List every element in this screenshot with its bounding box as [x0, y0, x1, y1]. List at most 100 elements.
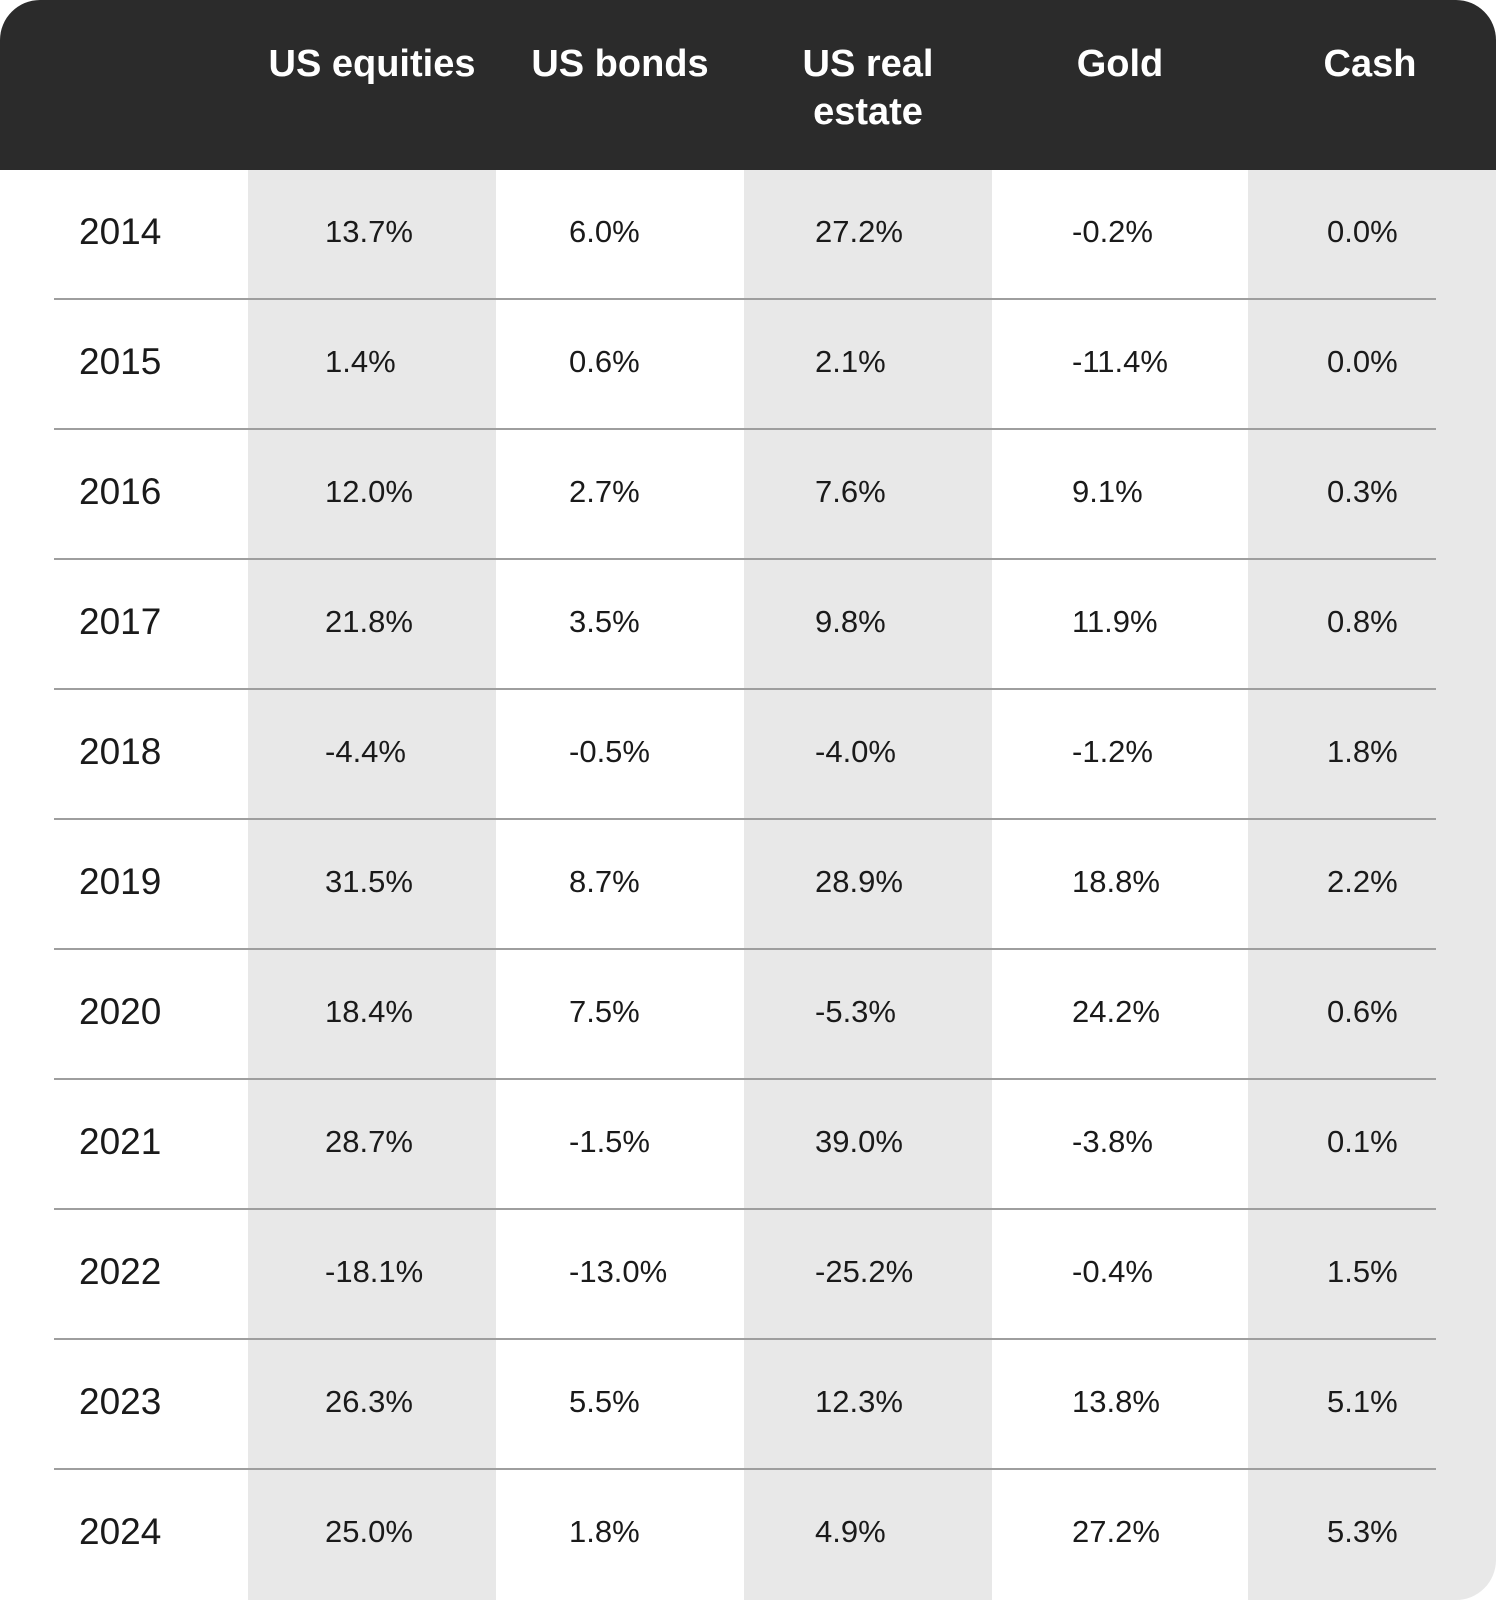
- row-year-label: 2024: [79, 1511, 162, 1552]
- row-divider: [54, 298, 1436, 300]
- table-row: 2016 12.0% 2.7% 7.6% 9.1% 0.3%: [0, 430, 1496, 560]
- cell-us_equities: -4.4%: [325, 734, 406, 769]
- cell-cash: 5.3%: [1327, 1514, 1398, 1549]
- cell-us_real_estate: 2.1%: [815, 344, 886, 379]
- cell-us_equities: 25.0%: [325, 1514, 413, 1549]
- row-divider: [54, 428, 1436, 430]
- row-divider: [54, 1468, 1436, 1470]
- row-divider: [54, 558, 1436, 560]
- cell-gold: 27.2%: [1072, 1514, 1160, 1549]
- cell-us_bonds: -0.5%: [569, 734, 650, 769]
- cell-us_real_estate: 27.2%: [815, 214, 903, 249]
- table-row: 2020 18.4% 7.5% -5.3% 24.2% 0.6%: [0, 950, 1496, 1080]
- row-year-label: 2023: [79, 1381, 162, 1422]
- table-row: 2019 31.5% 8.7% 28.9% 18.8% 2.2%: [0, 820, 1496, 950]
- table-row: 2014 13.7% 6.0% 27.2% -0.2% 0.0%: [0, 170, 1496, 300]
- cell-cash: 2.2%: [1327, 864, 1398, 899]
- cell-cash: 1.8%: [1327, 734, 1398, 769]
- cell-us_bonds: 1.8%: [569, 1514, 640, 1549]
- row-year-label: 2016: [79, 471, 162, 512]
- row-year-label: 2022: [79, 1251, 162, 1292]
- table-row: 2018 -4.4% -0.5% -4.0% -1.2% 1.8%: [0, 690, 1496, 820]
- column-header-us_bonds: US bonds: [531, 43, 709, 85]
- cell-cash: 0.3%: [1327, 474, 1398, 509]
- row-year-label: 2021: [79, 1121, 162, 1162]
- cell-us_equities: 31.5%: [325, 864, 413, 899]
- cell-gold: -0.4%: [1072, 1254, 1153, 1289]
- cell-us_bonds: 7.5%: [569, 994, 640, 1029]
- table-row: 2024 25.0% 1.8% 4.9% 27.2% 5.3%: [0, 1470, 1496, 1600]
- cell-us_equities: 13.7%: [325, 214, 413, 249]
- cell-us_real_estate: 9.8%: [815, 604, 886, 639]
- cell-gold: -0.2%: [1072, 214, 1153, 249]
- cell-us_equities: -18.1%: [325, 1254, 424, 1289]
- cell-us_equities: 28.7%: [325, 1124, 413, 1159]
- row-divider: [54, 818, 1436, 820]
- row-year-label: 2014: [79, 211, 162, 252]
- cell-gold: -11.4%: [1072, 344, 1168, 379]
- cell-us_real_estate: -5.3%: [815, 994, 896, 1029]
- row-divider: [54, 688, 1436, 690]
- cell-us_real_estate: 28.9%: [815, 864, 903, 899]
- cell-us_bonds: 6.0%: [569, 214, 640, 249]
- row-divider: [54, 948, 1436, 950]
- cell-gold: -1.2%: [1072, 734, 1153, 769]
- cell-us_equities: 18.4%: [325, 994, 413, 1029]
- column-band-us_real_estate: [744, 170, 992, 1600]
- cell-us_bonds: -13.0%: [569, 1254, 668, 1289]
- column-header-cash: Cash: [1323, 43, 1417, 85]
- table-row: 2015 1.4% 0.6% 2.1% -11.4% 0.0%: [0, 300, 1496, 430]
- cell-us_real_estate: -25.2%: [815, 1254, 914, 1289]
- row-year-label: 2020: [79, 991, 162, 1032]
- column-band-us_equities: [248, 170, 496, 1600]
- cell-us_bonds: 5.5%: [569, 1384, 640, 1419]
- cell-cash: 0.0%: [1327, 214, 1398, 249]
- cell-us_bonds: 0.6%: [569, 344, 640, 379]
- column-header-us_equities: US equities: [268, 43, 476, 85]
- cell-us_equities: 21.8%: [325, 604, 413, 639]
- cell-us_real_estate: 12.3%: [815, 1384, 903, 1419]
- table-header: US equities US bonds US real estate Gold Cas…: [0, 0, 1496, 170]
- cell-us_bonds: 8.7%: [569, 864, 640, 899]
- table-row: 2021 28.7% -1.5% 39.0% -3.8% 0.1%: [0, 1080, 1496, 1210]
- cell-us_bonds: 2.7%: [569, 474, 640, 509]
- row-year-label: 2018: [79, 731, 162, 772]
- row-divider: [54, 1338, 1436, 1340]
- cell-gold: -3.8%: [1072, 1124, 1153, 1159]
- cell-us_equities: 12.0%: [325, 474, 413, 509]
- table-row: 2023 26.3% 5.5% 12.3% 13.8% 5.1%: [0, 1340, 1496, 1470]
- cell-us_equities: 1.4%: [325, 344, 396, 379]
- cell-us_bonds: 3.5%: [569, 604, 640, 639]
- row-divider: [54, 1078, 1436, 1080]
- cell-gold: 24.2%: [1072, 994, 1160, 1029]
- table-row: 2017 21.8% 3.5% 9.8% 11.9% 0.8%: [0, 560, 1496, 690]
- cell-gold: 13.8%: [1072, 1384, 1160, 1419]
- column-header-gold: Gold: [1076, 43, 1164, 85]
- column-band-gold: [992, 170, 1248, 1600]
- row-year-label: 2019: [79, 861, 162, 902]
- cell-gold: 9.1%: [1072, 474, 1143, 509]
- cell-cash: 1.5%: [1327, 1254, 1398, 1289]
- cell-us_real_estate: 39.0%: [815, 1124, 903, 1159]
- cell-cash: 0.0%: [1327, 344, 1398, 379]
- cell-us_real_estate: 7.6%: [815, 474, 886, 509]
- cell-cash: 0.1%: [1327, 1124, 1398, 1159]
- cell-cash: 5.1%: [1327, 1384, 1398, 1419]
- column-bands: [0, 170, 1496, 1600]
- cell-us_bonds: -1.5%: [569, 1124, 650, 1159]
- cell-us_equities: 26.3%: [325, 1384, 413, 1419]
- cell-cash: 0.8%: [1327, 604, 1398, 639]
- cell-us_real_estate: 4.9%: [815, 1514, 886, 1549]
- row-year-label: 2015: [79, 341, 162, 382]
- row-year-label: 2017: [79, 601, 162, 642]
- table-row: 2022 -18.1% -13.0% -25.2% -0.4% 1.5%: [0, 1210, 1496, 1340]
- cell-gold: 11.9%: [1072, 604, 1158, 639]
- column-band-us_bonds: [496, 170, 744, 1600]
- column-header-us_real_estate: US real estate: [802, 43, 934, 133]
- column-band-cash: [1248, 170, 1496, 1600]
- cell-gold: 18.8%: [1072, 864, 1160, 899]
- cell-cash: 0.6%: [1327, 994, 1398, 1029]
- row-divider: [54, 1208, 1436, 1210]
- cell-us_real_estate: -4.0%: [815, 734, 896, 769]
